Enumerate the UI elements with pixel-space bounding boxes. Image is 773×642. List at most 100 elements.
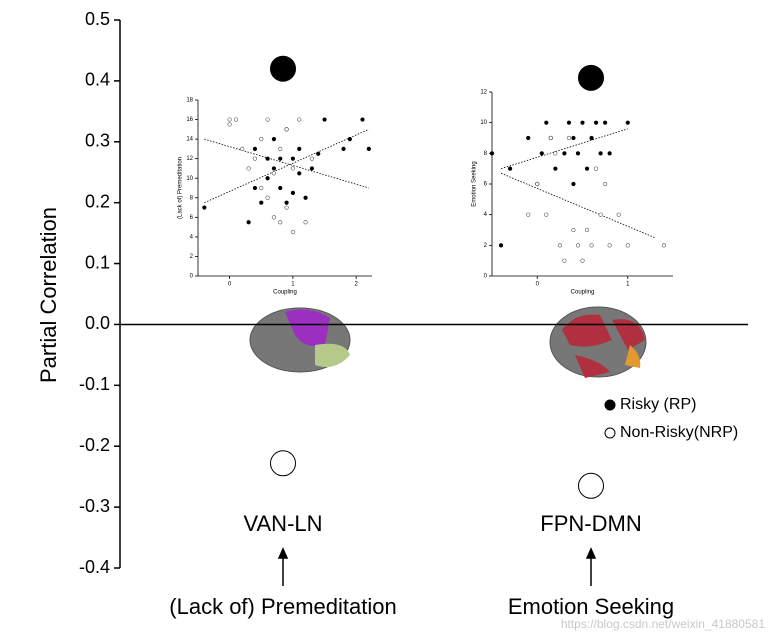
point (322, 117, 327, 122)
point (526, 212, 531, 217)
point (553, 151, 558, 156)
brain-left (249, 307, 351, 373)
point (544, 120, 549, 125)
inset-y-tick-label: 4 (190, 234, 194, 240)
inset-y-tick-label: 2 (484, 243, 488, 249)
point (271, 137, 277, 142)
y-tick-label: -0.4 (79, 557, 110, 577)
y-tick-label: -0.3 (79, 496, 110, 516)
point (580, 258, 585, 263)
dot (578, 64, 604, 91)
inset-y-tick-label: 8 (190, 195, 194, 201)
point (290, 156, 296, 161)
inset-x-tick-label: 1 (626, 282, 630, 288)
point (265, 117, 270, 122)
point (553, 166, 558, 171)
inset-x-tick-label: 2 (355, 282, 359, 288)
point (589, 135, 594, 141)
point (562, 258, 567, 263)
point (309, 156, 314, 161)
point (284, 205, 289, 210)
point (557, 243, 562, 248)
point (246, 220, 251, 225)
point (278, 185, 283, 191)
point (278, 220, 283, 225)
point (297, 117, 302, 122)
point (290, 190, 296, 195)
point (603, 120, 608, 125)
point (571, 135, 576, 141)
point (284, 200, 289, 205)
y-tick-label: 0.5 (85, 9, 110, 29)
point (227, 117, 232, 122)
inset-y-tick-label: 16 (186, 117, 193, 123)
point (252, 146, 258, 151)
inset-y-tick-label: 8 (484, 151, 488, 157)
point (625, 120, 630, 125)
y-axis-label: Partial Correlation (36, 207, 61, 383)
point (265, 176, 270, 181)
point (240, 146, 245, 151)
point (297, 146, 302, 151)
dot (270, 450, 296, 477)
y-tick-label: 0.4 (85, 70, 110, 90)
point (278, 156, 283, 161)
arrows (277, 547, 597, 586)
point (498, 243, 504, 248)
point (544, 212, 549, 217)
trend-line (204, 128, 369, 204)
legend-label: Non-Risky(NRP) (620, 424, 738, 441)
inset-y-tick-label: 18 (186, 98, 193, 104)
point (202, 205, 207, 210)
inset-y-tick-label: 12 (480, 90, 487, 96)
point (271, 171, 277, 176)
inset-y-tick-label: 0 (484, 274, 488, 280)
dot (578, 472, 604, 499)
point (562, 151, 567, 156)
point (616, 212, 621, 217)
point (575, 243, 581, 248)
point (526, 135, 531, 141)
point (598, 212, 603, 217)
point (246, 166, 251, 171)
point (259, 200, 264, 205)
point (571, 227, 576, 233)
point (360, 117, 365, 122)
point (661, 243, 667, 248)
point (303, 195, 308, 200)
point (566, 135, 572, 141)
point (625, 243, 630, 248)
point (548, 135, 553, 141)
point (290, 229, 296, 235)
point (309, 166, 314, 171)
inset-y-tick-label: 6 (190, 215, 194, 221)
point (347, 137, 352, 142)
brain-right (549, 306, 647, 378)
point (278, 146, 283, 151)
point (271, 166, 277, 171)
inset-y-tick-label: 10 (480, 120, 487, 126)
point (341, 146, 346, 151)
inset-y-tick-label: 12 (186, 156, 193, 162)
point (584, 227, 590, 233)
point (571, 181, 576, 187)
point (598, 151, 603, 156)
point (575, 151, 581, 156)
category-label: FPN-DMN (540, 511, 641, 536)
y-tick-label: -0.1 (79, 374, 110, 394)
inset-y-tick-label: 4 (484, 212, 488, 218)
point (580, 120, 585, 125)
y-tick-label: 0.0 (85, 313, 110, 333)
point (366, 146, 371, 151)
inset-y-label: Emotion Seeking (472, 161, 478, 206)
point (259, 185, 264, 191)
y-tick-label: 0.2 (85, 191, 110, 211)
point (593, 166, 599, 171)
dot (270, 55, 296, 82)
point (265, 195, 270, 200)
point (259, 137, 264, 142)
trend-line (204, 138, 369, 189)
legend-marker (604, 399, 616, 411)
point (566, 120, 572, 125)
